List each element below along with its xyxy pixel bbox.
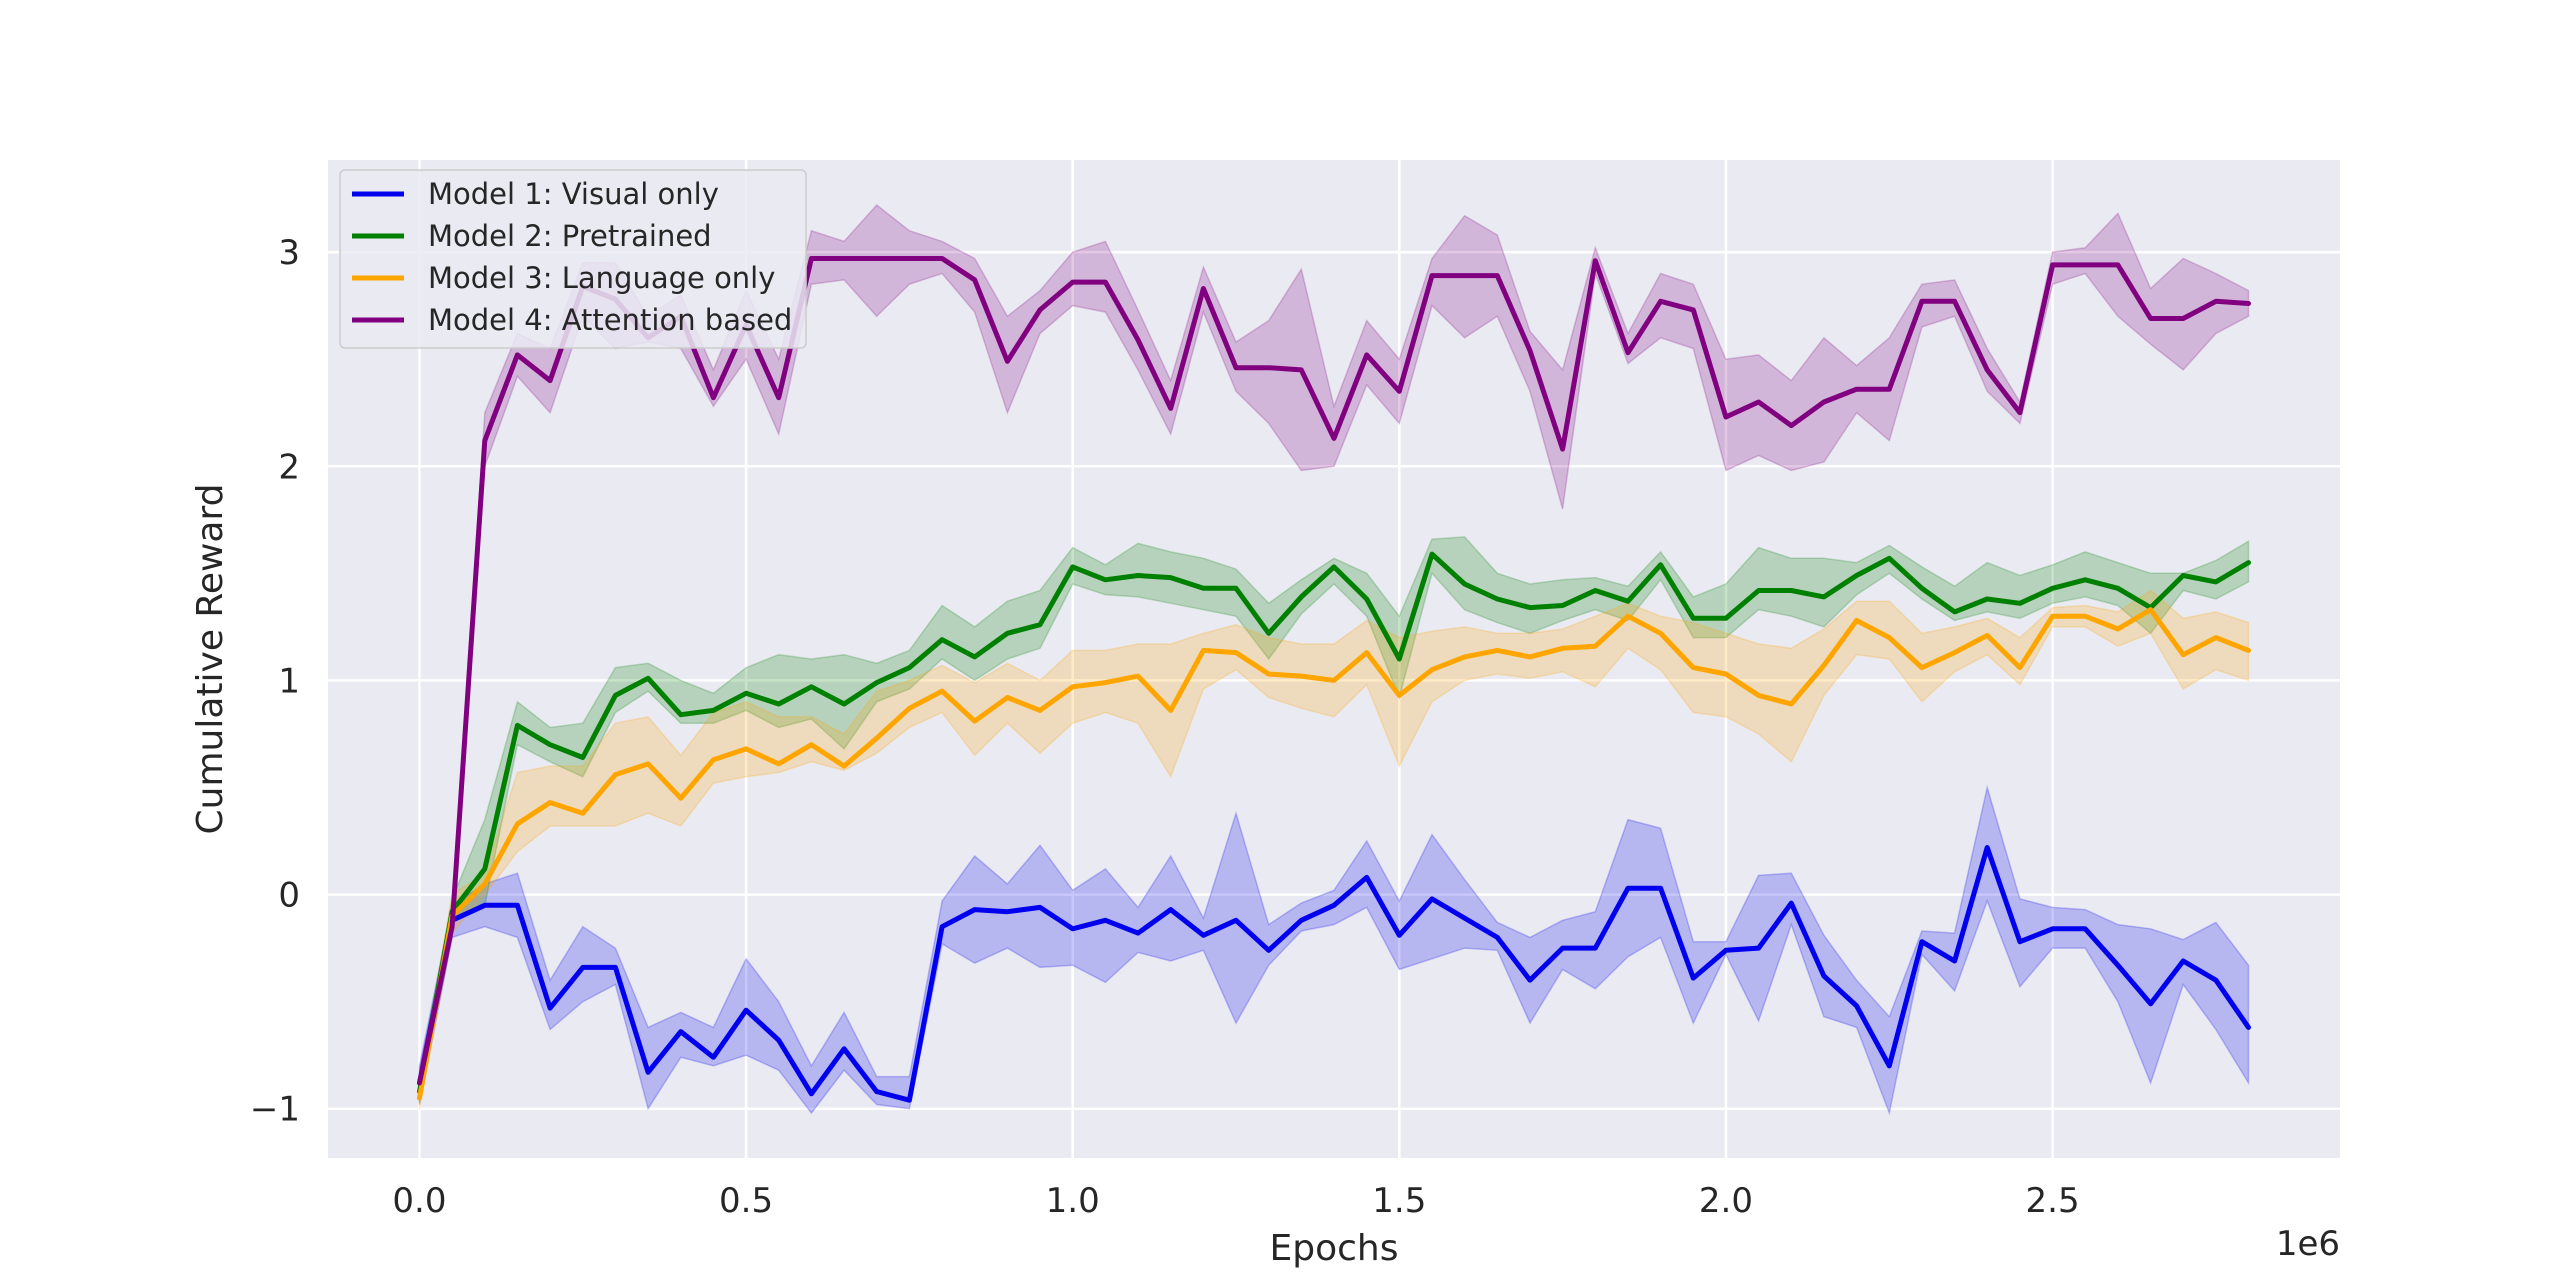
x-tick-label: 0.5 <box>719 1181 773 1221</box>
legend-label: Model 3: Language only <box>428 261 775 295</box>
series-3-line <box>417 607 2251 1101</box>
x-tick-label: 1.0 <box>1046 1181 1100 1221</box>
series-2-line <box>417 551 2251 1095</box>
series-4-line <box>417 256 2251 1086</box>
x-tick-label: 0.0 <box>392 1181 446 1221</box>
legend-label: Model 1: Visual only <box>428 177 719 211</box>
legend-item: Model 4: Attention based <box>352 303 792 337</box>
legend-box <box>339 169 807 349</box>
legend: Model 1: Visual only Model 2: Pretrained M… <box>339 169 807 349</box>
series-2-band <box>418 536 2250 1103</box>
y-tick-label: 3 <box>278 233 300 273</box>
y-tick-label: 0 <box>278 876 300 916</box>
series-lines <box>417 256 2251 1103</box>
legend-item: Model 1: Visual only <box>352 177 719 211</box>
series-1-line <box>417 845 2251 1103</box>
series-4-band <box>418 203 2250 1099</box>
legend-item: Model 3: Language only <box>352 261 775 295</box>
y-tick-label: 2 <box>278 447 300 487</box>
x-tick-label: 2.0 <box>1699 1181 1753 1221</box>
legend-label: Model 2: Pretrained <box>428 219 712 253</box>
x-tick-label: 1.5 <box>1372 1181 1426 1221</box>
x-offset-label: 1e6 <box>2276 1224 2340 1264</box>
series-3-band <box>418 589 2250 1109</box>
x-tick-labels: 0.0 0.5 1.0 1.5 2.0 2.5 <box>392 1181 2079 1221</box>
legend-item: Model 2: Pretrained <box>352 219 712 253</box>
y-tick-labels: −1 0 1 2 3 <box>250 233 300 1130</box>
x-tick-label: 2.5 <box>2026 1181 2080 1221</box>
legend-items: Model 1: Visual only Model 2: Pretrained M… <box>352 177 792 337</box>
confidence-bands <box>418 203 2250 1116</box>
x-axis-title: Epochs <box>1270 1228 1399 1269</box>
legend-label: Model 4: Attention based <box>428 303 792 337</box>
y-axis-title: Cumulative Reward <box>190 484 231 835</box>
series-1-band <box>418 784 2250 1116</box>
y-tick-label: 1 <box>278 661 300 701</box>
y-tick-label: −1 <box>250 1090 300 1130</box>
